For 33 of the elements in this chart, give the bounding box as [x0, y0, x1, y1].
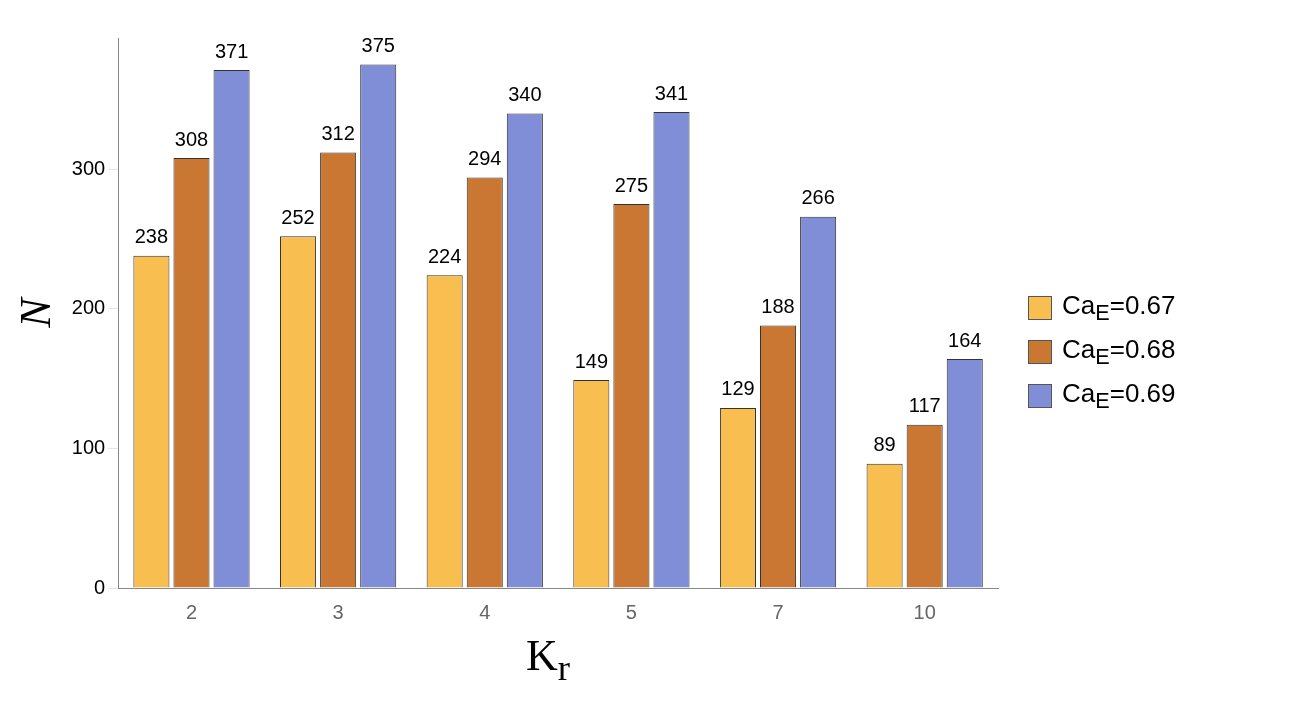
x-axis-title: K$_{r}$: [526, 630, 570, 690]
legend-label: Ca$_{E}$=0.67: [1062, 289, 1176, 326]
y-tick-label: 100: [71, 435, 106, 458]
x-tick-label: 3: [332, 600, 344, 623]
y-tick-label: 0: [94, 575, 106, 598]
data-label: 89: [873, 433, 896, 456]
x-tick-label: 7: [772, 600, 784, 623]
data-label: 129: [721, 377, 755, 400]
data-label: 341: [654, 81, 689, 104]
data-label: 117: [908, 394, 941, 417]
data-label: 188: [761, 295, 795, 318]
data-label: 266: [801, 186, 835, 209]
y-tick-label: 300: [71, 156, 106, 179]
legend-label: Ca$_{E}$=0.68: [1062, 333, 1176, 370]
y-tick-label: 200: [71, 296, 106, 319]
data-label: 375: [361, 34, 395, 57]
data-label: 164: [948, 328, 982, 351]
data-label: 149: [574, 349, 609, 372]
legend-label: Ca$_{E}$=0.69: [1062, 377, 1176, 415]
y-axis-title: N: [10, 295, 60, 329]
data-label: 371: [214, 39, 249, 62]
x-tick-label: 2: [185, 600, 198, 623]
x-tick-label: 5: [625, 600, 637, 623]
data-label: 224: [428, 244, 462, 267]
data-label: 312: [321, 121, 355, 144]
data-label: 308: [174, 127, 209, 150]
data-label: 238: [134, 225, 169, 248]
x-tick-label: 10: [913, 600, 936, 623]
data-label: 252: [281, 205, 315, 228]
data-label: 275: [614, 173, 649, 196]
data-label: 340: [508, 82, 542, 105]
x-tick-label: 4: [479, 600, 491, 623]
data-label: 294: [468, 147, 502, 170]
